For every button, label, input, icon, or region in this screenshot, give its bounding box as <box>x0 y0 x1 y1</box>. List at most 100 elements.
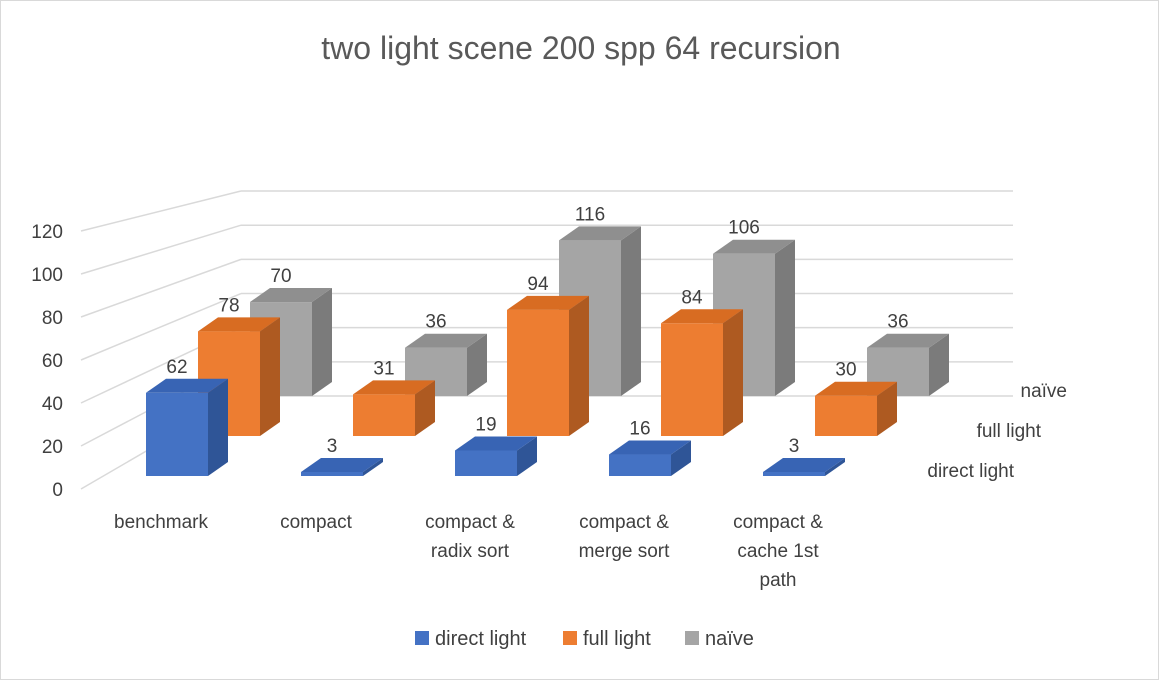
category-label: compact & cache 1st path <box>733 512 823 591</box>
legend-item: full light <box>563 628 651 650</box>
data-label: 94 <box>527 274 549 295</box>
bar-front <box>661 323 723 436</box>
data-label: 3 <box>327 436 338 457</box>
bar-side <box>877 381 897 436</box>
bar-top <box>198 317 280 332</box>
legend-swatch <box>563 631 577 645</box>
bar-side <box>467 333 487 396</box>
bar-0-0 <box>146 378 228 476</box>
category-label-line: cache 1st <box>737 541 819 562</box>
category-label-line: path <box>760 570 797 591</box>
bar-side <box>517 436 537 476</box>
bar-side <box>825 457 845 476</box>
bar-front <box>763 471 825 476</box>
bar-front <box>353 394 415 436</box>
category-label-line: radix sort <box>431 541 510 562</box>
legend-swatch <box>685 631 699 645</box>
category-label-line: compact <box>280 512 353 533</box>
bar-top <box>146 378 228 393</box>
chart-title: two light scene 200 spp 64 recursion <box>321 30 840 66</box>
bar-side <box>312 288 332 396</box>
bar-0-4 <box>763 457 845 476</box>
category-label-line: compact & <box>579 512 669 533</box>
y-tick-label: 80 <box>42 308 63 329</box>
bar-side <box>775 239 795 396</box>
data-label: 36 <box>425 312 446 333</box>
legend-label: naïve <box>705 628 754 650</box>
bar-top <box>250 288 332 303</box>
data-label: 78 <box>218 295 239 316</box>
bar-top <box>559 226 641 241</box>
data-label: 106 <box>728 218 760 239</box>
series-axis-label: direct light <box>927 461 1014 482</box>
category-label: benchmark <box>114 512 208 533</box>
legend-item: direct light <box>415 628 527 650</box>
bar-top <box>661 309 743 324</box>
legend-item: naïve <box>685 628 754 650</box>
data-label: 62 <box>166 357 187 378</box>
category-label: compact <box>280 512 353 533</box>
bar-side <box>723 309 743 436</box>
category-label: compact & merge sort <box>579 512 671 562</box>
bar-front <box>507 309 569 436</box>
data-label: 116 <box>575 204 605 225</box>
bar-0-2 <box>455 436 537 476</box>
legend-swatch <box>415 631 429 645</box>
category-label: compact & radix sort <box>425 512 515 562</box>
bar-top <box>301 457 383 472</box>
bar-1-1 <box>353 380 435 436</box>
bar-top <box>763 457 845 472</box>
bar-1-4 <box>815 381 897 436</box>
bar-front <box>815 395 877 436</box>
y-tick-label: 0 <box>52 480 63 501</box>
gridline-side <box>80 258 242 318</box>
bar-front <box>146 392 208 476</box>
data-label: 30 <box>835 360 856 381</box>
bar-top <box>867 333 949 348</box>
legend-label: full light <box>583 628 651 650</box>
legend-label: direct light <box>435 628 527 650</box>
y-axis: 0 20 40 60 80 100 120 <box>31 222 63 501</box>
bar-side <box>929 333 949 396</box>
bar-1-3 <box>661 309 743 436</box>
bar-side <box>569 295 589 436</box>
bar-side <box>415 380 435 436</box>
bar-side <box>363 457 383 476</box>
y-tick-label: 20 <box>42 437 63 458</box>
y-tick-label: 60 <box>42 351 63 372</box>
bar-top <box>455 436 537 451</box>
bar-top <box>405 333 487 348</box>
category-label-line: benchmark <box>114 512 208 533</box>
y-tick-label: 120 <box>31 222 63 243</box>
data-label: 36 <box>887 312 908 333</box>
bar-side <box>671 440 691 476</box>
bar-top <box>507 295 589 310</box>
y-tick-label: 40 <box>42 394 63 415</box>
gridline-side <box>80 190 242 232</box>
data-label: 16 <box>629 419 650 440</box>
series-axis-label: full light <box>977 421 1042 442</box>
bar-top <box>815 381 897 396</box>
bar-front <box>455 450 517 476</box>
data-label: 31 <box>373 358 394 379</box>
y-tick-label: 100 <box>31 265 63 286</box>
data-label: 84 <box>681 287 703 308</box>
gridline-side <box>80 292 242 361</box>
series-axis: direct light full light naïve <box>927 381 1067 482</box>
data-label: 70 <box>270 266 291 287</box>
bars <box>146 226 949 476</box>
bar-side <box>621 226 641 396</box>
category-label-line: compact & <box>733 512 823 533</box>
category-label-line: merge sort <box>579 541 671 562</box>
bar-front <box>301 471 363 476</box>
bar-front <box>609 454 671 476</box>
bar-0-1 <box>301 457 383 476</box>
bar-1-2 <box>507 295 589 436</box>
data-label: 19 <box>475 415 496 436</box>
bar-side <box>208 378 228 476</box>
bar-top <box>353 380 435 395</box>
legend: direct light full light naïve <box>415 628 754 650</box>
bar-side <box>260 317 280 436</box>
